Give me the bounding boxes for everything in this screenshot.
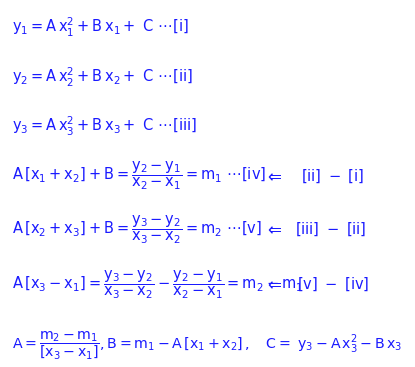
Text: $\mathrm{A\,[x_1 + x_2] + B = \dfrac{y_2 - y_1}{x_2 - x_1} = m_1\ \cdots [iv]}$: $\mathrm{A\,[x_1 + x_2] + B = \dfrac{y_2… <box>12 160 267 192</box>
Text: $\mathrm{A = \dfrac{m_2 - m_1}{[x_3 - x_1]},B = m_1 - A\,[x_1 + x_2]\,,\quad C =: $\mathrm{A = \dfrac{m_2 - m_1}{[x_3 - x_… <box>12 329 403 361</box>
Text: $\mathrm{[iii]\ -\ [ii]}$: $\mathrm{[iii]\ -\ [ii]}$ <box>295 221 366 238</box>
Text: $\mathrm{[v]\ -\ [iv]}$: $\mathrm{[v]\ -\ [iv]}$ <box>297 276 369 293</box>
Text: $\mathrm{A\,[x_3 - x_1] = \dfrac{y_3 - y_2}{x_3 - x_2} - \dfrac{y_2 - y_1}{x_2 -: $\mathrm{A\,[x_3 - x_1] = \dfrac{y_3 - y… <box>12 268 303 301</box>
Text: $\Leftarrow$: $\Leftarrow$ <box>264 275 282 294</box>
Text: $\mathrm{y_2 = A\,x_2^2 + B\,x_2 +\ C\ \cdots [ii]}$: $\mathrm{y_2 = A\,x_2^2 + B\,x_2 +\ C\ \… <box>12 65 193 89</box>
Text: $\mathrm{y_1 = A\,x_1^2 + B\,x_1 +\ C\ \cdots [i]}$: $\mathrm{y_1 = A\,x_1^2 + B\,x_1 +\ C\ \… <box>12 16 189 39</box>
Text: $\mathrm{[ii]\ -\ [i]}$: $\mathrm{[ii]\ -\ [i]}$ <box>301 167 364 185</box>
Text: $\mathrm{A\,[x_2 + x_3] + B = \dfrac{y_3 - y_2}{x_3 - x_2} = m_2\ \cdots [v]}$: $\mathrm{A\,[x_2 + x_3] + B = \dfrac{y_3… <box>12 213 263 246</box>
Text: $\mathrm{y_3 = A\,x_3^2 + B\,x_3 +\ C\ \cdots [iii]}$: $\mathrm{y_3 = A\,x_3^2 + B\,x_3 +\ C\ \… <box>12 115 197 138</box>
Text: $\Leftarrow$: $\Leftarrow$ <box>264 167 282 185</box>
Text: $\Leftarrow$: $\Leftarrow$ <box>264 220 282 239</box>
